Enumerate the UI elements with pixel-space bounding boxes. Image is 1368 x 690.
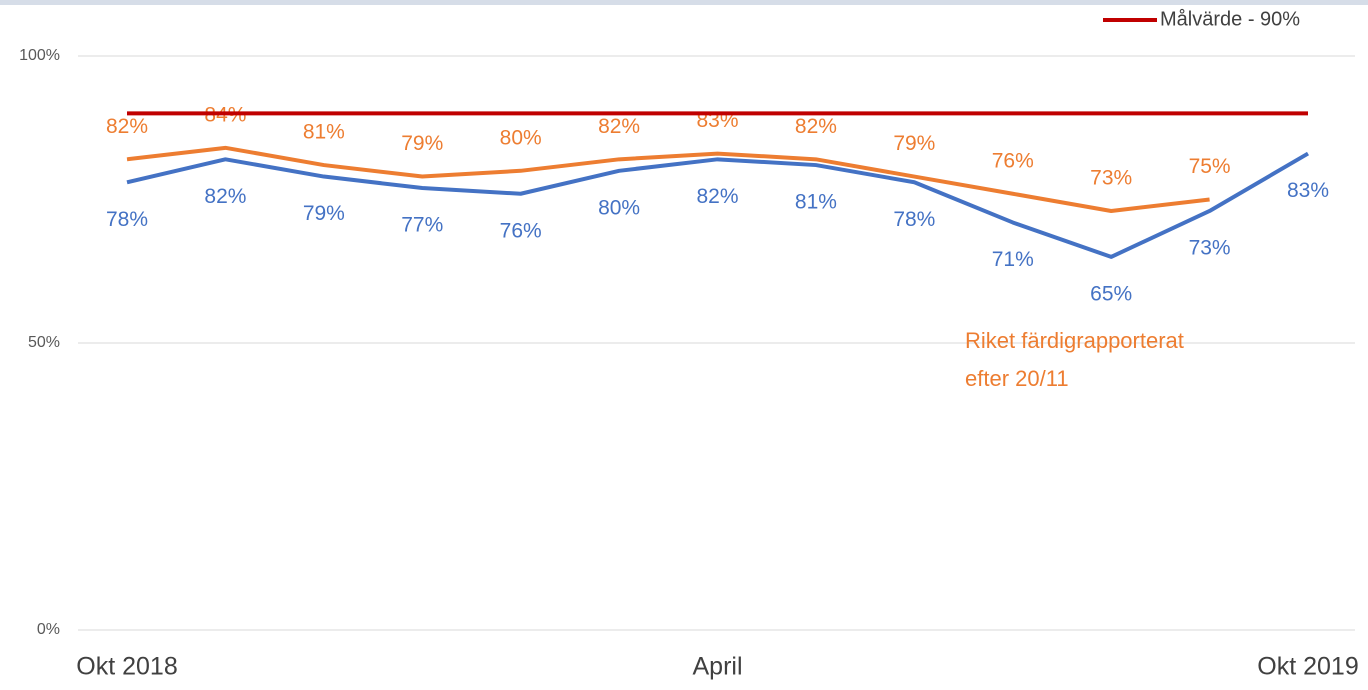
data-label: 82% (204, 185, 246, 208)
y-tick-label: 100% (19, 47, 60, 64)
data-label: 77% (401, 214, 443, 237)
series-line (126, 151, 1310, 259)
data-label: 82% (795, 115, 837, 138)
x-tick-label: Okt 2019 (1257, 653, 1358, 681)
top-bar (0, 0, 1368, 5)
data-label: 79% (401, 132, 443, 155)
data-label: 73% (1189, 237, 1231, 260)
data-label: 73% (1090, 167, 1132, 190)
annotation: efter 20/11 (965, 366, 1069, 391)
data-label: 76% (500, 219, 542, 242)
data-label: 81% (303, 121, 345, 144)
data-label: 78% (106, 208, 148, 231)
data-label: 82% (696, 185, 738, 208)
x-tick-label: April (692, 653, 742, 681)
data-label: 75% (1189, 155, 1231, 178)
data-label: 79% (893, 132, 935, 155)
series-line (126, 145, 1210, 213)
legend-label: Målvärde - 90% (1160, 8, 1300, 30)
y-tick-label: 50% (28, 334, 60, 351)
annotation: Riket färdigrapporterat (965, 328, 1184, 353)
x-tick-label: Okt 2018 (76, 653, 177, 681)
data-label: 82% (598, 115, 640, 138)
data-label: 71% (992, 248, 1034, 271)
data-label: 80% (598, 196, 640, 219)
data-label: 65% (1090, 282, 1132, 305)
data-label: 82% (106, 115, 148, 138)
data-label: 78% (893, 208, 935, 231)
data-label: 79% (303, 202, 345, 225)
data-label: 80% (500, 126, 542, 149)
y-tick-label: 0% (37, 621, 60, 638)
data-label: 81% (795, 191, 837, 214)
data-label: 76% (992, 149, 1034, 172)
data-label: 83% (1287, 179, 1329, 202)
